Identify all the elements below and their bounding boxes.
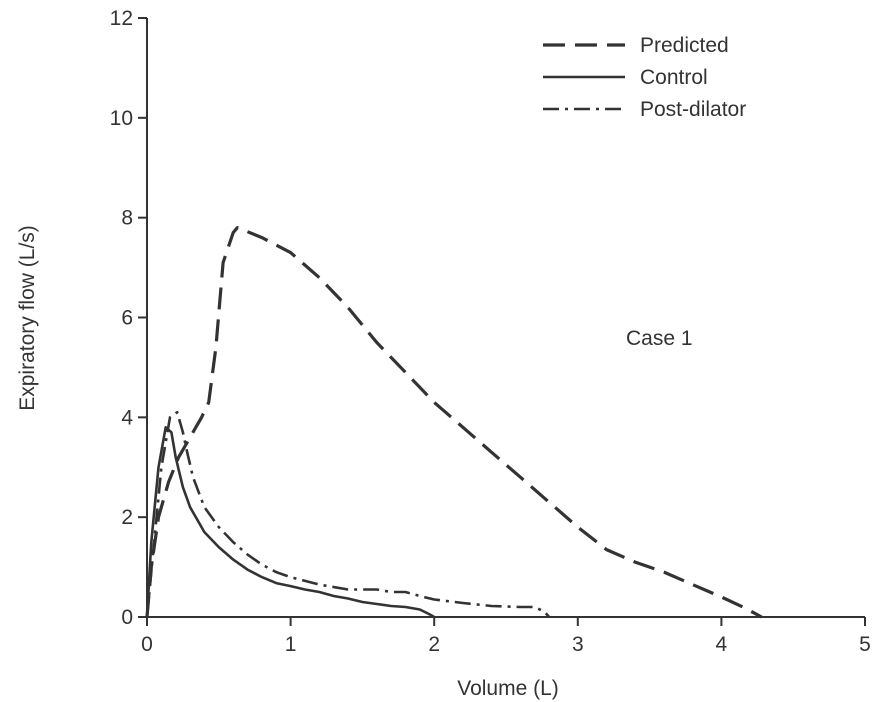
y-tick-label: 8 [121, 207, 133, 230]
y-tick-label: 0 [121, 606, 133, 629]
x-axis-ticks: 0 1 2 3 4 5 [141, 617, 871, 656]
series-line-predicted [145, 226, 763, 619]
legend-label-control: Control [640, 66, 708, 89]
legend-label-post-dilator: Post-dilator [640, 98, 746, 121]
y-tick-label: 6 [121, 307, 133, 330]
x-tick-label: 1 [285, 633, 297, 656]
x-tick-label: 2 [428, 633, 440, 656]
x-tick-label: 5 [859, 633, 871, 656]
case-annotation: Case 1 [626, 327, 693, 350]
y-tick-label: 2 [121, 506, 133, 529]
x-tick-label: 3 [572, 633, 584, 656]
legend-label-predicted: Predicted [640, 34, 729, 57]
series-line-control [145, 426, 435, 619]
series-line-post-dilator [145, 411, 551, 618]
x-tick-label: 4 [716, 633, 728, 656]
legend: Predicted Control Post-dilator [543, 34, 746, 121]
y-tick-label: 12 [110, 7, 133, 30]
y-tick-label: 4 [121, 406, 133, 429]
x-axis-title: Volume (L) [457, 677, 559, 700]
x-tick-label: 0 [141, 633, 153, 656]
y-axis-title: Expiratory flow (L/s) [16, 225, 39, 411]
y-axis-ticks: 0 2 4 6 8 10 12 [110, 7, 147, 629]
series-layer [145, 226, 763, 619]
y-tick-label: 10 [110, 107, 133, 130]
